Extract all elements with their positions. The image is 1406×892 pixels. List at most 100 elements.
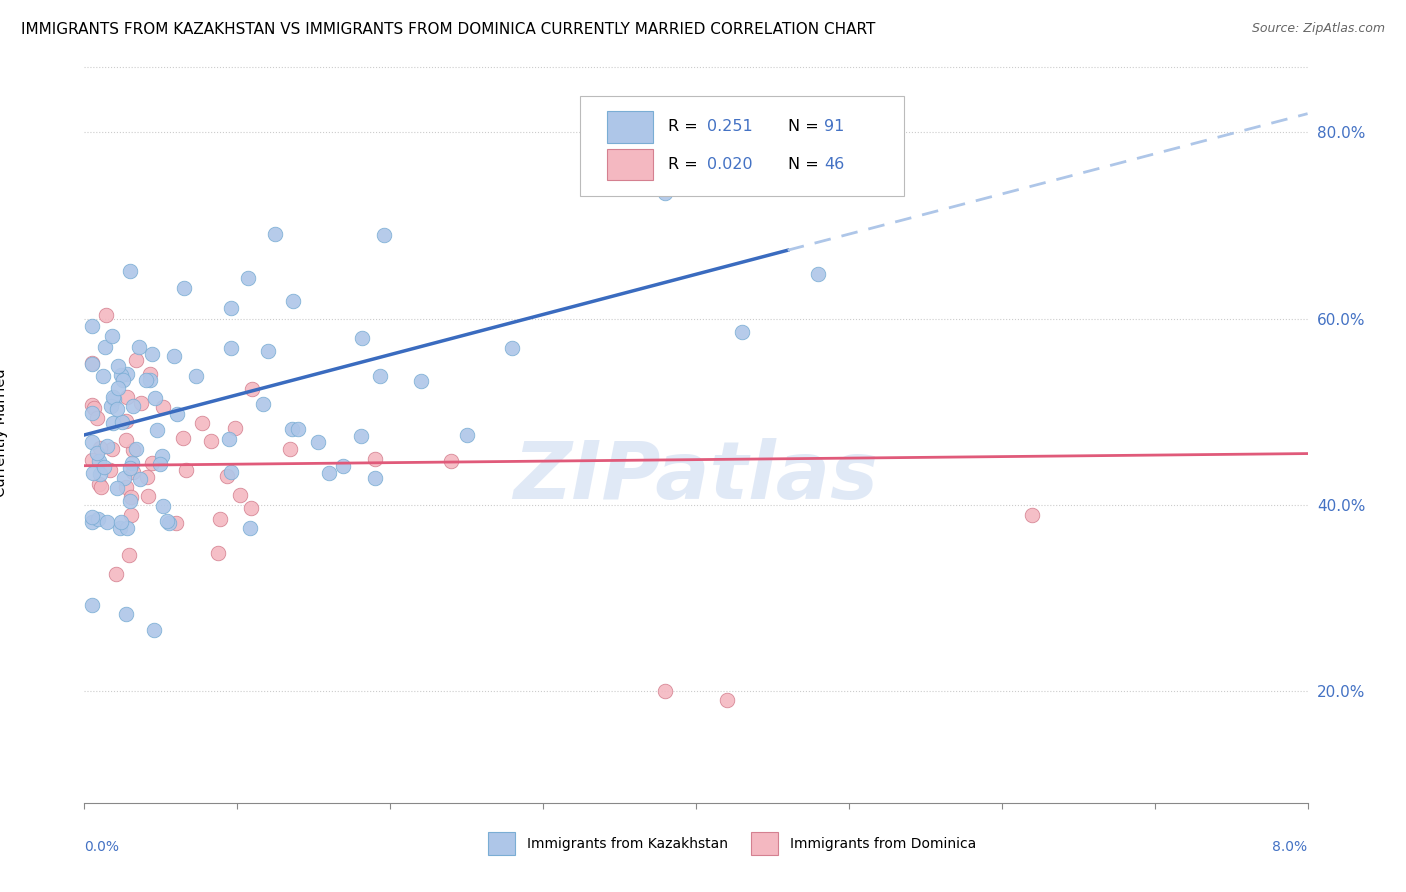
Point: [86, 445, 108, 459]
Point: [654, 684, 676, 698]
Text: 0.020: 0.020: [707, 157, 752, 172]
FancyBboxPatch shape: [579, 95, 904, 195]
Point: [146, 423, 169, 437]
Point: [103, 392, 125, 407]
Point: [218, 432, 240, 446]
Point: [263, 227, 285, 241]
Text: 91: 91: [824, 120, 845, 135]
Point: [121, 442, 143, 457]
Point: [101, 442, 124, 456]
Point: [141, 347, 163, 361]
Point: [122, 399, 145, 413]
Point: [86, 410, 108, 425]
Point: [502, 341, 524, 355]
Point: [114, 607, 136, 621]
Point: [131, 396, 153, 410]
Point: [1021, 508, 1043, 522]
Point: [409, 374, 432, 388]
Point: [278, 442, 301, 457]
Point: [215, 468, 238, 483]
Point: [236, 271, 259, 285]
Point: [283, 294, 305, 309]
Point: [173, 280, 195, 294]
Point: [114, 434, 136, 448]
Point: [364, 471, 387, 485]
Text: 0.251: 0.251: [707, 120, 752, 135]
Point: [184, 368, 207, 383]
Point: [352, 331, 374, 345]
Point: [115, 479, 138, 493]
Point: [90, 480, 112, 494]
Point: [110, 515, 132, 529]
Point: [252, 397, 274, 411]
Point: [93, 369, 115, 384]
Point: [80, 398, 103, 412]
Point: [118, 460, 141, 475]
Point: [128, 340, 150, 354]
Bar: [751, 832, 778, 855]
Point: [121, 456, 143, 470]
Point: [89, 467, 111, 482]
Point: [80, 406, 103, 420]
Point: [93, 459, 115, 474]
Text: 46: 46: [824, 157, 845, 172]
Point: [142, 623, 165, 637]
Point: [80, 516, 103, 530]
Point: [219, 301, 242, 316]
Point: [122, 465, 145, 479]
Text: N =: N =: [787, 120, 818, 135]
Point: [287, 422, 309, 436]
Point: [221, 342, 243, 356]
Bar: [488, 832, 515, 855]
Point: [256, 343, 278, 358]
Point: [107, 359, 129, 374]
Point: [87, 454, 110, 468]
Point: [731, 325, 754, 339]
Point: [654, 186, 676, 200]
Point: [94, 340, 117, 354]
Point: [174, 463, 197, 477]
Point: [229, 487, 252, 501]
Text: 8.0%: 8.0%: [1272, 840, 1308, 854]
Point: [105, 566, 128, 581]
Point: [332, 459, 354, 474]
Point: [82, 466, 104, 480]
Point: [207, 546, 229, 560]
Point: [318, 466, 340, 480]
Point: [200, 434, 222, 449]
Point: [165, 516, 187, 531]
Point: [373, 228, 395, 243]
Point: [172, 431, 194, 445]
Point: [152, 401, 174, 415]
Point: [139, 373, 162, 387]
Point: [107, 381, 129, 395]
Point: [80, 358, 103, 372]
Point: [135, 373, 157, 387]
Bar: [606, 112, 654, 143]
Point: [105, 481, 128, 495]
Point: [115, 390, 138, 404]
Point: [110, 368, 132, 383]
Point: [456, 427, 478, 442]
Text: R =: R =: [668, 157, 697, 172]
Bar: [606, 149, 654, 180]
Point: [157, 516, 180, 530]
Point: [111, 415, 134, 429]
Point: [80, 510, 103, 524]
Point: [124, 353, 146, 368]
Text: Immigrants from Dominica: Immigrants from Dominica: [790, 837, 976, 850]
Text: ZIPatlas: ZIPatlas: [513, 438, 879, 516]
Point: [96, 308, 118, 322]
Point: [101, 391, 124, 405]
Point: [120, 508, 142, 523]
Point: [716, 693, 738, 707]
Point: [108, 521, 131, 535]
Point: [115, 414, 138, 428]
Point: [807, 267, 830, 281]
Point: [96, 515, 118, 529]
Point: [364, 452, 387, 467]
Text: N =: N =: [787, 157, 818, 172]
Point: [208, 511, 231, 525]
Text: IMMIGRANTS FROM KAZAKHSTAN VS IMMIGRANTS FROM DOMINICA CURRENTLY MARRIED CORRELA: IMMIGRANTS FROM KAZAKHSTAN VS IMMIGRANTS…: [21, 22, 876, 37]
Point: [307, 434, 329, 449]
